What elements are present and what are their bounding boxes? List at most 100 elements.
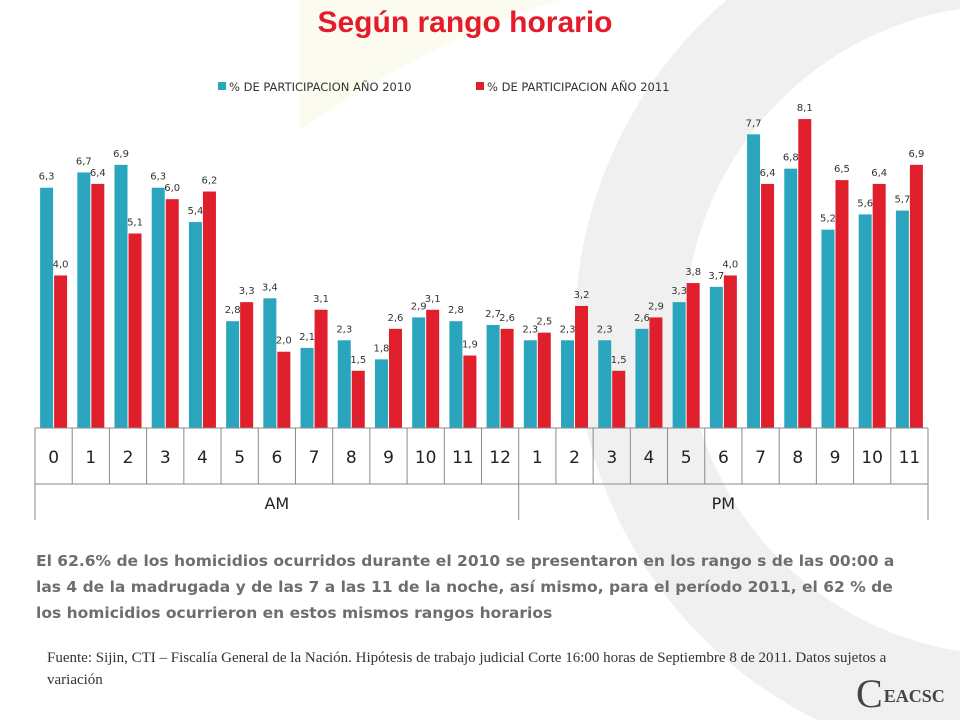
category-label-8: 8 [346,448,357,468]
data-label-s2-6: 2,0 [276,336,292,347]
category-label-10: 10 [415,448,437,468]
data-label-s1-14: 2,3 [560,324,576,335]
data-label-s2-4: 6,2 [201,176,217,187]
bar-s2-3 [165,199,179,428]
data-label-s1-5: 2,8 [225,305,241,316]
bar-s1-19 [747,134,761,429]
bar-s1-8 [337,340,351,428]
data-label-s2-13: 2,5 [536,317,552,328]
data-label-s2-10: 3,1 [425,294,441,305]
bar-s1-9 [374,359,388,428]
data-label-s1-17: 3,3 [671,286,687,297]
logo-text: EACSC [883,686,945,706]
bar-s1-15 [598,340,612,428]
bar-s1-14 [561,340,575,428]
data-label-s1-9: 1,8 [374,343,390,354]
bar-s1-4 [188,222,202,428]
category-label-17: 5 [681,448,692,468]
bar-s2-0 [54,275,68,428]
data-label-s1-0: 6,3 [39,172,55,183]
data-label-s2-16: 2,9 [648,301,664,312]
category-label-22: 10 [861,448,883,468]
bar-s2-18 [723,275,737,428]
bar-s2-12 [500,328,514,428]
category-label-0: 0 [48,448,59,468]
bar-s2-1 [91,183,105,428]
data-label-s2-3: 6,0 [164,183,180,194]
category-label-5: 5 [234,448,245,468]
legend-label-1: % DE PARTICIPACION AÑO 2010 [229,79,411,94]
bar-s1-22 [858,214,872,428]
bar-s2-14 [575,305,589,428]
bar-s2-2 [128,233,142,428]
data-label-s2-12: 2,6 [499,313,515,324]
bar-s2-10 [426,309,440,428]
bar-s1-18 [709,286,723,428]
logo: C EACSC [856,668,945,716]
category-label-4: 4 [197,448,208,468]
bar-chart: % DE PARTICIPACION AÑO 2010 % DE PARTICIP… [34,79,929,520]
category-label-13: 1 [532,448,543,468]
group-label-am: AM [264,494,289,513]
bar-s1-2 [114,164,128,428]
category-label-12: 12 [489,448,511,468]
data-label-s1-22: 5,6 [857,198,873,209]
category-label-18: 6 [718,448,729,468]
data-label-s1-2: 6,9 [113,149,129,160]
chart-bars: 6,34,06,76,46,95,16,36,05,46,22,83,3 3,42… [39,103,924,429]
bar-s1-5 [226,321,240,428]
data-label-s1-3: 6,3 [150,172,166,183]
data-label-s2-5: 3,3 [239,286,255,297]
bar-s1-3 [151,187,165,428]
bar-s1-6 [263,298,277,428]
bar-s1-16 [635,328,649,428]
category-label-14: 2 [569,448,580,468]
bar-s2-16 [649,317,663,428]
data-label-s1-8: 2,3 [336,324,352,335]
data-label-s1-21: 5,2 [820,214,836,225]
bar-s2-8 [351,370,365,428]
data-label-s2-17: 3,8 [685,267,701,278]
category-label-16: 4 [644,448,655,468]
bar-s2-5 [240,302,254,428]
chart-legend: % DE PARTICIPACION AÑO 2010 % DE PARTICIP… [218,79,669,94]
logo-mark: C [856,671,883,716]
data-label-s2-21: 6,5 [834,164,850,175]
bar-s1-12 [486,325,500,428]
data-label-s2-19: 6,4 [760,168,776,179]
chart-caption: El 62.6% de los homicidios ocurridos dur… [36,552,895,622]
data-label-s1-23: 5,7 [894,195,910,206]
bar-s2-9 [388,328,402,428]
data-label-s1-18: 3,7 [708,271,724,282]
bar-s2-13 [537,332,551,428]
category-label-23: 11 [899,448,921,468]
legend-label-2: % DE PARTICIPACION AÑO 2011 [487,79,669,94]
category-label-19: 7 [755,448,766,468]
category-label-21: 9 [830,448,841,468]
category-label-3: 3 [160,448,171,468]
data-label-s1-11: 2,8 [448,305,464,316]
data-label-s1-10: 2,9 [411,301,427,312]
group-label-pm: PM [712,494,735,513]
data-label-s1-1: 6,7 [76,156,92,167]
data-label-s1-6: 3,4 [262,282,278,293]
bar-s1-21 [821,229,835,428]
category-label-20: 8 [792,448,803,468]
bar-s2-7 [314,309,328,428]
data-label-s2-20: 8,1 [797,103,813,114]
bar-s2-23 [909,164,923,428]
bar-s2-17 [686,283,700,428]
bar-s1-11 [449,321,463,428]
bar-s2-22 [872,183,886,428]
data-label-s2-2: 5,1 [127,217,143,228]
slide-title: Según rango horario [317,6,613,39]
category-label-2: 2 [123,448,134,468]
bar-s2-4 [202,191,216,428]
data-label-s2-9: 2,6 [388,313,404,324]
bar-s2-6 [277,351,291,428]
bar-s1-1 [77,172,91,428]
data-label-s1-4: 5,4 [187,206,203,217]
data-label-s1-19: 7,7 [746,118,762,129]
